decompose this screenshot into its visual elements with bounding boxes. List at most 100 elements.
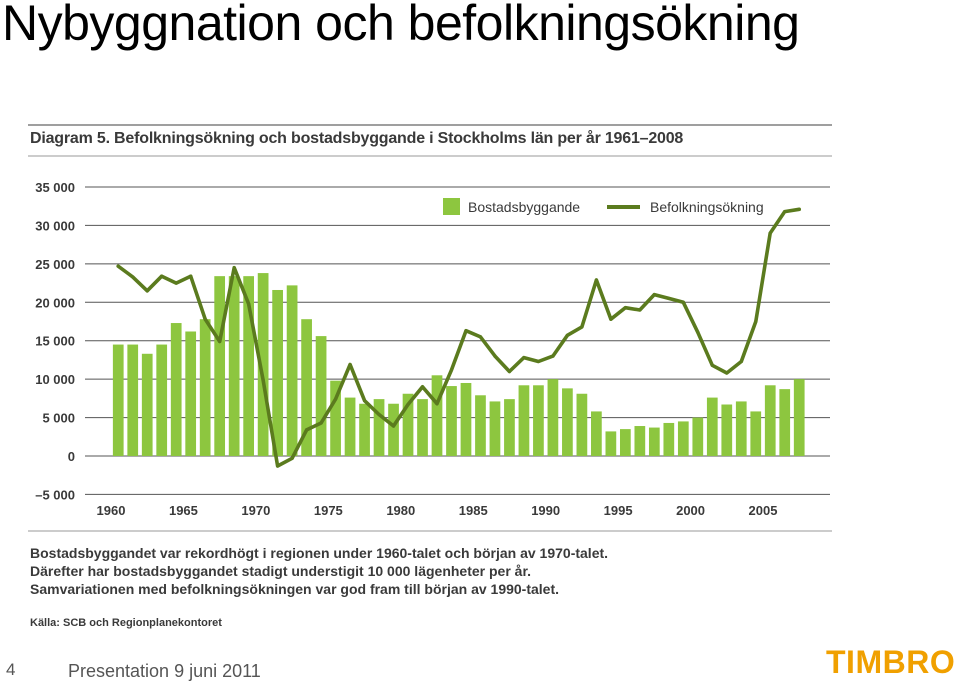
line-point xyxy=(348,362,352,367)
line-point xyxy=(710,363,714,367)
line-point xyxy=(319,421,323,425)
line-point xyxy=(522,356,526,360)
line-befolkningsokning xyxy=(116,207,802,468)
line-point xyxy=(638,308,642,312)
bar xyxy=(156,344,168,456)
bar xyxy=(475,395,486,456)
bar xyxy=(648,427,660,456)
y-tick-label: 35 000 xyxy=(35,180,75,195)
x-tick-label: 1975 xyxy=(314,503,343,518)
line-point xyxy=(667,296,671,301)
bar xyxy=(228,276,240,456)
line-point xyxy=(725,371,729,375)
bar xyxy=(605,431,617,456)
line-point xyxy=(449,368,454,372)
line-point xyxy=(464,329,468,333)
caption-line-2: Därefter har bostadsbyggandet stadigt un… xyxy=(30,563,532,579)
bar xyxy=(286,285,298,456)
bar xyxy=(359,403,370,456)
chart-caption: Bostadsbyggandet var rekordhögt i region… xyxy=(30,544,730,598)
line-point xyxy=(218,339,222,344)
caption-line-1: Bostadsbyggandet var rekordhögt i region… xyxy=(30,545,609,561)
chart-source: Källa: SCB och Regionplanekontoret xyxy=(30,617,222,629)
bar xyxy=(141,353,153,456)
bar xyxy=(199,319,211,456)
line-point xyxy=(797,207,801,211)
bar xyxy=(431,375,443,456)
series-line xyxy=(116,207,802,468)
bar xyxy=(243,276,255,456)
line-point xyxy=(290,456,294,460)
line-point xyxy=(536,359,541,364)
x-tick-label: 1985 xyxy=(459,503,488,518)
x-tick-label: 2005 xyxy=(749,503,778,518)
y-tick-label: 15 000 xyxy=(35,334,75,349)
legend-label-bostadsbyggande: Bostadsbyggande xyxy=(468,199,580,215)
line-point xyxy=(580,325,584,329)
bar xyxy=(214,276,226,456)
bar xyxy=(750,411,762,456)
bar xyxy=(721,404,733,456)
timbro-logo: TIMBRO xyxy=(826,644,956,680)
footer-text: Presentation 9 juni 2011 xyxy=(68,661,261,681)
legend-swatch-bostadsbyggande xyxy=(443,198,460,215)
bar xyxy=(402,393,414,456)
bar xyxy=(301,319,312,456)
bar xyxy=(388,403,399,456)
slide-title: Nybyggnation och befolkningsökning xyxy=(2,0,800,51)
page-number: 4 xyxy=(6,660,16,679)
x-tick-label: 1995 xyxy=(604,503,633,518)
y-tick-label: 25 000 xyxy=(35,257,75,272)
y-tick-label: 0 xyxy=(68,449,75,464)
line-point xyxy=(377,412,381,417)
bar xyxy=(793,379,805,456)
y-tick-label: 20 000 xyxy=(35,295,75,310)
y-axis: 35 000 30 000 25 000 20 000 15 000 10 000 5 00… xyxy=(35,180,75,502)
bar xyxy=(344,397,356,456)
line-point xyxy=(681,300,685,304)
line-point xyxy=(652,293,656,297)
bar xyxy=(562,388,573,456)
x-tick-label: 1960 xyxy=(97,503,126,518)
x-axis: 1960 1965 1970 1975 1980 1985 1990 1995 2000 2005 xyxy=(97,503,778,518)
bar xyxy=(663,422,675,456)
bar xyxy=(460,382,472,456)
bar xyxy=(170,323,182,456)
line-point xyxy=(696,330,700,334)
line-point xyxy=(174,281,178,285)
line-point xyxy=(493,354,497,358)
x-tick-label: 1965 xyxy=(169,503,198,518)
x-tick-label: 1980 xyxy=(386,503,415,518)
y-tick-label: 10 000 xyxy=(35,372,75,387)
x-tick-label: 2000 xyxy=(676,503,705,518)
caption-line-3: Samvariationen med befolkningsökningen v… xyxy=(30,581,560,597)
legend-label-befolkningsokning: Befolkningsökning xyxy=(650,199,764,215)
bar xyxy=(692,417,704,456)
line-point xyxy=(783,209,787,214)
bar xyxy=(677,421,689,456)
bar xyxy=(417,399,428,456)
bar xyxy=(504,399,515,456)
line-point xyxy=(160,274,164,278)
legend: Bostadsbyggande Befolkningsökning xyxy=(443,198,764,215)
line-point xyxy=(247,302,251,306)
bar xyxy=(518,385,530,456)
bar xyxy=(446,386,457,456)
line-point xyxy=(406,402,410,407)
bar xyxy=(576,393,588,456)
line-point xyxy=(232,266,236,270)
y-tick-label: 5 000 xyxy=(42,411,75,426)
x-tick-label: 1970 xyxy=(241,503,270,518)
line-point xyxy=(551,354,555,358)
bar xyxy=(272,289,283,456)
line-point xyxy=(754,319,758,324)
x-tick-label: 1990 xyxy=(531,503,560,518)
bar xyxy=(315,336,327,456)
bar xyxy=(764,385,776,456)
bar xyxy=(330,380,341,456)
line-point xyxy=(362,399,367,403)
line-point xyxy=(203,317,207,321)
bar xyxy=(185,331,197,456)
bar xyxy=(634,426,646,456)
